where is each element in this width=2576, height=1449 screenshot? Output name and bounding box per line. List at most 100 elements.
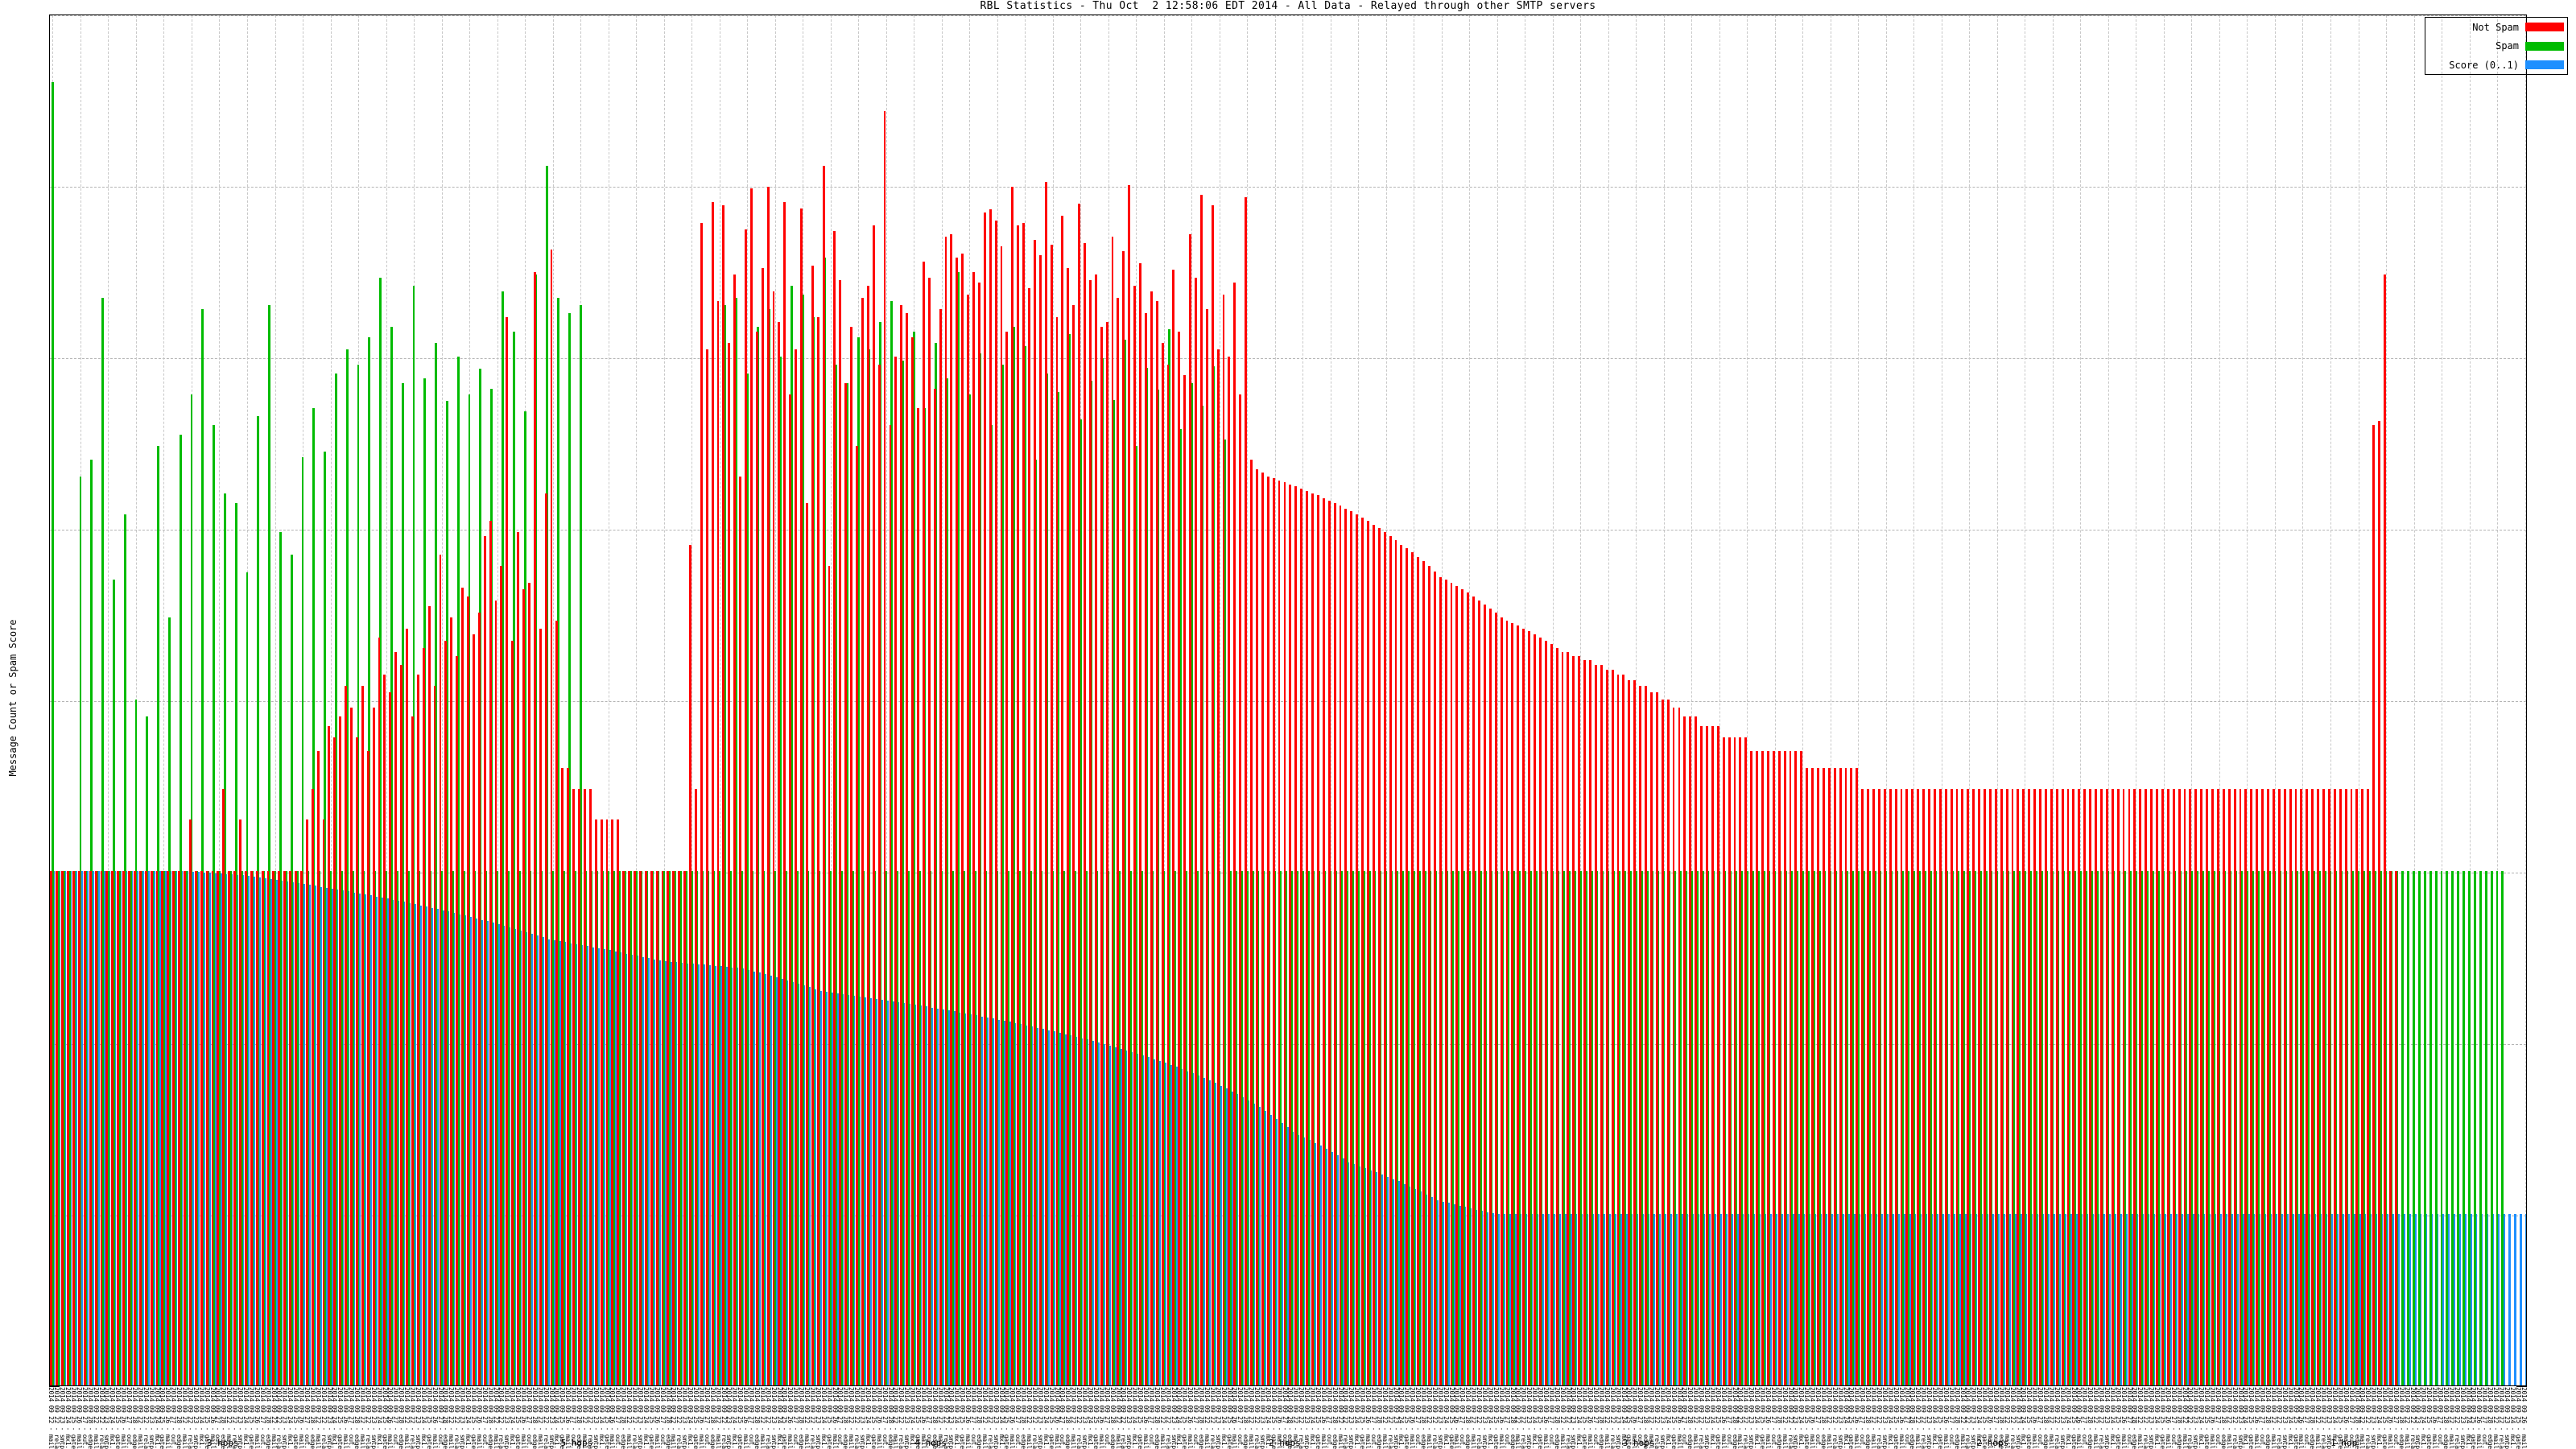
bar	[2323, 871, 2326, 1385]
bar	[397, 901, 400, 1385]
bar	[408, 902, 411, 1385]
bar	[1719, 1214, 1722, 1385]
grid-line-vertical	[497, 15, 498, 1385]
grid-line-horizontal	[50, 187, 2526, 188]
bar	[1823, 871, 1827, 1385]
bar	[322, 819, 325, 1385]
bar	[202, 872, 205, 1385]
bar	[2013, 871, 2016, 1385]
bar	[329, 871, 332, 1385]
grid-line-vertical	[1996, 15, 1998, 1385]
bar	[1266, 476, 1269, 1385]
bar	[2386, 1214, 2389, 1385]
bar	[941, 1009, 944, 1385]
bar	[1350, 511, 1353, 1385]
y-tick-mark	[49, 1386, 60, 1387]
grid-line-vertical	[163, 15, 165, 1385]
bar	[1285, 871, 1287, 1385]
bar	[1322, 497, 1325, 1385]
bar	[2039, 789, 2041, 1385]
grid-line-vertical	[1274, 15, 1276, 1385]
bar	[2189, 789, 2192, 1385]
bar	[1578, 655, 1581, 1385]
bar	[655, 871, 658, 1385]
bar	[1073, 871, 1076, 1385]
bar	[1550, 644, 1553, 1385]
bar	[791, 982, 795, 1385]
bar	[1751, 871, 1754, 1385]
bar	[2208, 1214, 2211, 1385]
bar	[1333, 502, 1336, 1385]
bar	[2068, 871, 2071, 1385]
bar	[2051, 871, 2054, 1385]
bar	[989, 209, 992, 1385]
bar	[1612, 871, 1616, 1385]
bar	[207, 871, 210, 1385]
bar	[1969, 1214, 1972, 1385]
bar	[1251, 871, 1254, 1385]
bar	[1967, 871, 1971, 1385]
bar	[812, 316, 815, 1385]
bar	[192, 871, 195, 1385]
bar	[324, 451, 327, 1385]
bar	[134, 700, 138, 1385]
bar	[2311, 789, 2314, 1385]
x-axis-group-label: 3 hops	[206, 1438, 239, 1448]
bar	[334, 373, 337, 1385]
bar	[258, 877, 261, 1385]
bar	[2413, 871, 2415, 1385]
bar	[312, 408, 316, 1385]
bar	[1917, 789, 1920, 1385]
bar	[1502, 1214, 1505, 1385]
bar	[155, 871, 159, 1385]
bar	[763, 974, 766, 1385]
bar	[733, 275, 737, 1385]
bar	[167, 617, 171, 1385]
bar	[2285, 1214, 2289, 1385]
bar	[1417, 556, 1420, 1385]
bar	[1195, 277, 1197, 1385]
bar	[795, 871, 799, 1385]
bar	[112, 580, 115, 1385]
bar	[840, 871, 843, 1385]
bar	[668, 871, 671, 1385]
bar	[2251, 871, 2254, 1385]
bar	[1174, 871, 1176, 1385]
bar	[1452, 1203, 1455, 1385]
bar	[1133, 285, 1137, 1385]
bar	[772, 291, 775, 1385]
bar	[94, 871, 97, 1385]
bar	[297, 883, 300, 1385]
bar	[1280, 1122, 1283, 1385]
bar	[473, 871, 477, 1385]
bar	[2116, 789, 2120, 1385]
bar	[2072, 789, 2075, 1385]
bar	[1050, 244, 1053, 1385]
bar	[1552, 1214, 1555, 1385]
bar	[1189, 233, 1192, 1385]
bar	[1002, 1020, 1005, 1385]
bar	[728, 343, 731, 1385]
bar	[1628, 679, 1631, 1385]
bar	[722, 205, 725, 1385]
bar	[142, 871, 144, 1385]
bar	[2267, 789, 2269, 1385]
bar	[1758, 1214, 1761, 1385]
bar	[1513, 1214, 1517, 1385]
bar	[68, 871, 71, 1385]
bar	[1372, 524, 1375, 1385]
bar	[1306, 490, 1308, 1385]
bar	[105, 871, 109, 1385]
bar	[301, 456, 304, 1385]
bar	[502, 291, 504, 1385]
bar	[2368, 871, 2371, 1385]
bar	[869, 997, 872, 1385]
bar	[2229, 871, 2232, 1385]
bar	[1724, 871, 1727, 1385]
bar	[2061, 789, 2064, 1385]
bar	[1307, 871, 1310, 1385]
grid-line-vertical	[1719, 15, 1720, 1385]
bar	[1647, 1214, 1650, 1385]
bar	[1245, 871, 1249, 1385]
bar	[125, 871, 128, 1385]
